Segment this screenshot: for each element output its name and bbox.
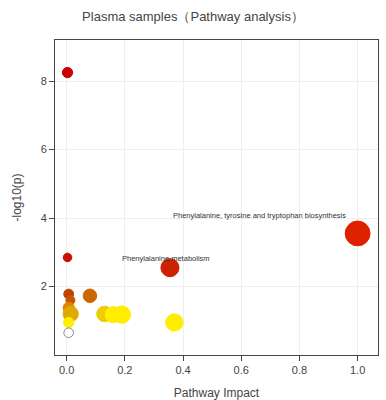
svg-text:Phenylalanine, tyrosine and tr: Phenylalanine, tyrosine and tryptophan b…	[173, 211, 346, 220]
svg-text:0.4: 0.4	[175, 364, 190, 376]
svg-text:Phenylalanine metabolism: Phenylalanine metabolism	[122, 254, 210, 263]
svg-text:8: 8	[41, 75, 47, 87]
svg-text:2: 2	[41, 280, 47, 292]
svg-text:-log10(p): -log10(p)	[10, 173, 24, 221]
svg-text:0.0: 0.0	[59, 364, 74, 376]
svg-text:0.2: 0.2	[117, 364, 132, 376]
svg-text:1.0: 1.0	[350, 364, 365, 376]
svg-text:Pathway Impact: Pathway Impact	[174, 386, 260, 400]
svg-text:4: 4	[41, 212, 47, 224]
svg-text:6: 6	[41, 143, 47, 155]
svg-text:0.6: 0.6	[234, 364, 249, 376]
svg-text:0.8: 0.8	[292, 364, 307, 376]
svg-text:Plasma samples（Pathway analysi: Plasma samples（Pathway analysis）	[82, 9, 304, 24]
